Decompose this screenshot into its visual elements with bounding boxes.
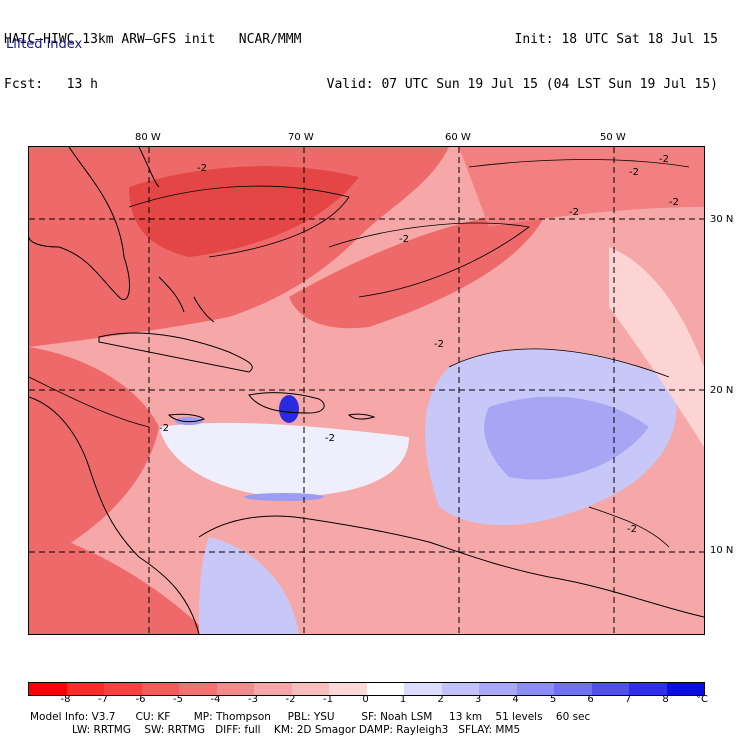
lat-label-30n: 30 N bbox=[710, 214, 734, 225]
blue-region-south-america bbox=[199, 537, 299, 634]
colorbar-tick-label: -2 bbox=[285, 694, 296, 705]
contour-label: -2 bbox=[434, 339, 444, 350]
colorbar-swatch bbox=[291, 683, 329, 695]
red-region-west bbox=[29, 347, 159, 567]
header-left: HAIC–HIWC 13km ARW–GFS init NCAR/MMM Fcs… bbox=[4, 2, 301, 107]
contour-label: -2 bbox=[669, 197, 679, 208]
colorbar-unit: °C bbox=[696, 694, 708, 705]
blue-core-atlantic bbox=[484, 396, 649, 480]
colorbar-swatch bbox=[404, 683, 442, 695]
colorbar-swatch bbox=[254, 683, 292, 695]
colorbar-tick-label: 2 bbox=[437, 694, 444, 705]
map-canvas: -2 -2 -2 -2 -2 -2 -2 -2 -2 -2 bbox=[29, 147, 704, 634]
grid-lines bbox=[29, 147, 704, 634]
lat-label-10n: 10 N bbox=[710, 545, 734, 556]
colorbar-swatch bbox=[329, 683, 367, 695]
colorbar-swatch bbox=[179, 683, 217, 695]
colorbar-swatch bbox=[366, 683, 404, 695]
contour-line bbox=[328, 222, 530, 298]
forecast-hour: Fcst: 13 h bbox=[4, 77, 98, 92]
colorbar-tick-label: 5 bbox=[549, 694, 557, 705]
colorbar-tick-label: 1 bbox=[399, 694, 407, 705]
contour-label: -2 bbox=[399, 234, 409, 245]
coast-bahamas bbox=[158, 276, 215, 323]
blue-streak bbox=[244, 493, 324, 501]
model-info-line2: LW: RRTMG SW: RRTMG DIFF: full KM: 2D Sm… bbox=[72, 724, 521, 736]
model-title: HAIC–HIWC 13km ARW–GFS init NCAR/MMM bbox=[4, 32, 302, 47]
deep-blue-spot bbox=[279, 395, 299, 423]
contour-line bbox=[588, 506, 670, 548]
colorbar-swatch bbox=[29, 683, 67, 695]
lon-label-80w: 80 W bbox=[135, 132, 161, 143]
colorbar-swatch bbox=[666, 683, 704, 695]
contour-line bbox=[29, 376, 150, 428]
colorbar-tick-label: 6 bbox=[587, 694, 594, 705]
colorbar-tick-label: -5 bbox=[173, 694, 183, 705]
coast-puerto-rico bbox=[347, 413, 376, 420]
colorbar-tick-label: -8 bbox=[60, 694, 71, 705]
colorbar-swatch bbox=[554, 683, 592, 695]
colorbar-swatch bbox=[66, 683, 104, 695]
colorbar-tick-label: 4 bbox=[512, 694, 519, 705]
field-name: Lifted index bbox=[6, 37, 83, 52]
colorbar-swatch bbox=[591, 683, 629, 695]
red-region-southwest bbox=[29, 527, 209, 634]
near-white-caribbean bbox=[159, 422, 409, 497]
colorbar-swatch bbox=[216, 683, 254, 695]
colorbar-swatch bbox=[141, 683, 179, 695]
colorbar-swatch bbox=[516, 683, 554, 695]
blue-spot-jamaica bbox=[175, 417, 203, 425]
lifted-index-map: -2 -2 -2 -2 -2 -2 -2 -2 -2 -2 bbox=[28, 146, 705, 635]
contour-label: -2 bbox=[159, 423, 169, 434]
header-right: Init: 18 UTC Sat 18 Jul 15 Valid: 07 UTC… bbox=[327, 2, 718, 107]
colorbar-tick-label: 7 bbox=[624, 694, 632, 705]
coast-southeast-us bbox=[29, 147, 130, 300]
contour-line bbox=[128, 185, 350, 258]
coast-south-america bbox=[198, 515, 704, 618]
colorbar-tick-label: -1 bbox=[323, 694, 333, 705]
colorbar-tick-label: -3 bbox=[248, 694, 258, 705]
coast-hispaniola bbox=[248, 392, 325, 414]
valid-time: Valid: 07 UTC Sun 19 Jul 15 (04 LST Sun … bbox=[326, 77, 718, 92]
colorbar-swatch bbox=[104, 683, 142, 695]
contour-label: -2 bbox=[569, 207, 579, 218]
colorbar-tick-label: 0 bbox=[362, 694, 369, 705]
coast-carolina bbox=[138, 147, 160, 188]
colorbar-tick-label: -6 bbox=[135, 694, 146, 705]
contour-label: -2 bbox=[325, 433, 335, 444]
colorbar-tick-label: -7 bbox=[98, 694, 108, 705]
lon-label-50w: 50 W bbox=[600, 132, 626, 143]
coast-jamaica bbox=[167, 413, 205, 423]
red-region-atlantic bbox=[289, 207, 549, 329]
lon-label-60w: 60 W bbox=[445, 132, 471, 143]
colorbar bbox=[28, 682, 705, 696]
coastlines bbox=[29, 147, 704, 634]
colorbar-tick-label: -4 bbox=[210, 694, 221, 705]
contour-line bbox=[468, 159, 690, 168]
colorbar-ticks: -8 -7 -6 -5 -4 -3 -2 -1 0 1 2 3 4 5 6 7 8 bbox=[28, 694, 703, 708]
contour-label: -2 bbox=[627, 524, 637, 535]
contour-label: -2 bbox=[197, 163, 207, 174]
colorbar-tick-label: 3 bbox=[474, 694, 482, 705]
contour-label: -2 bbox=[629, 167, 639, 178]
colorbar-swatch bbox=[479, 683, 517, 695]
colorbar-tick-label: 8 bbox=[662, 694, 669, 705]
coast-central-america bbox=[29, 396, 200, 634]
contours bbox=[29, 159, 690, 548]
coast-cuba bbox=[98, 332, 253, 373]
contour-line bbox=[448, 348, 670, 378]
model-info-line1: Model Info: V3.7 CU: KF MP: Thompson PBL… bbox=[30, 711, 591, 723]
init-time: Init: 18 UTC Sat 18 Jul 15 bbox=[514, 32, 719, 47]
colorbar-swatch bbox=[629, 683, 667, 695]
lon-label-70w: 70 W bbox=[288, 132, 314, 143]
red-region-ne bbox=[459, 147, 704, 227]
colorbar-swatch bbox=[441, 683, 479, 695]
light-pink-east bbox=[609, 247, 704, 447]
lat-label-20n: 20 N bbox=[710, 385, 734, 396]
contour-labels: -2 -2 -2 -2 -2 -2 -2 -2 -2 -2 bbox=[159, 154, 679, 535]
contour-label: -2 bbox=[659, 154, 669, 165]
